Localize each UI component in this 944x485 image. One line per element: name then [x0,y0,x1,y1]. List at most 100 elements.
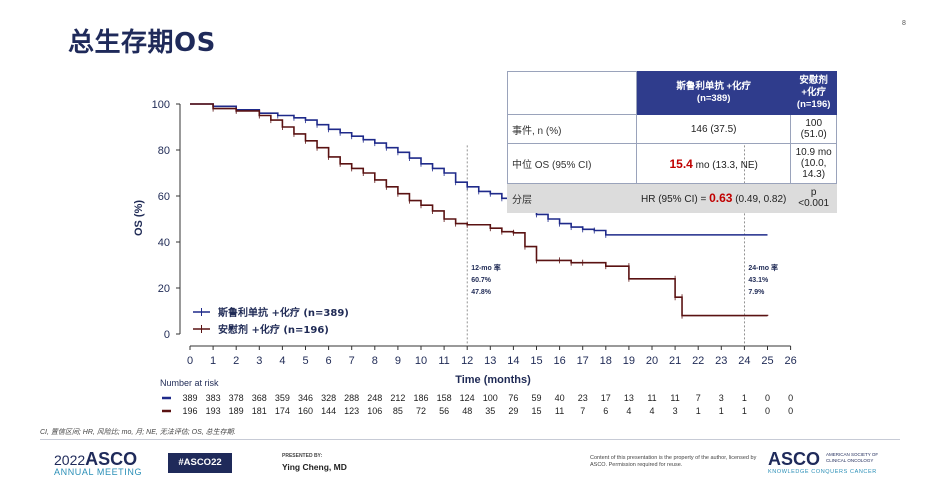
risk-value: 7 [696,393,701,403]
risk-value: 4 [649,406,654,416]
risk-value: 1 [742,393,747,403]
risk-value: 15 [531,406,541,416]
risk-value: 11 [670,393,679,403]
annotation-text: 47.8% [471,289,492,296]
risk-value: 328 [321,393,336,403]
risk-value: 193 [206,406,221,416]
hashtag-badge: #ASCO22 [168,453,232,473]
risk-value: 3 [673,406,678,416]
risk-value: 100 [483,393,498,403]
risk-table-title: Number at risk [160,378,219,388]
risk-value: 189 [229,406,244,416]
x-tick-label: 5 [302,355,308,367]
annotation-text: 12-mo 率 [471,263,501,272]
risk-value: 0 [765,406,770,416]
median-arm1: 15.4 mo (13.3, NE) [635,143,792,184]
events-arm2: 100 (51.0) [790,114,837,144]
x-tick-label: 22 [692,355,704,367]
risk-value: 196 [182,406,197,416]
annotation-text: 43.1% [748,277,769,284]
risk-value: 144 [321,406,336,416]
stats-events-row: 事件, n (%) 146 (37.5) 100 (51.0) [507,114,837,144]
risk-value: 359 [275,393,290,403]
risk-value: 0 [788,406,793,416]
hr-value: 0.63 [709,191,733,205]
hr-ci: (0.49, 0.82) [732,194,787,205]
y-axis-title: OS (%) [133,200,145,236]
risk-value: 106 [367,406,382,416]
risk-value: 368 [252,393,267,403]
annotation-text: 60.7% [471,277,492,284]
y-tick-label: 0 [164,329,170,341]
arm1-name: 斯鲁利单抗 +化疗 [676,81,752,92]
copyright-notice: Content of this presentation is the prop… [590,455,757,468]
x-tick-label: 4 [279,355,285,367]
risk-value: 378 [229,393,244,403]
x-tick-label: 7 [349,355,355,367]
annotation-text: 24-mo 率 [748,263,778,272]
median-arm1-value: 15.4 [669,156,693,171]
risk-value: 59 [531,393,541,403]
arm1-n: (n=389) [696,93,731,104]
y-tick-label: 100 [152,99,170,111]
risk-value: 1 [696,406,701,416]
x-tick-label: 13 [484,355,496,367]
stats-header-arm2: 安慰剂 +化疗 (n=196) [790,71,837,115]
arm2-name: 安慰剂 +化疗 [799,75,828,98]
annotation-text: 7.9% [748,289,765,296]
x-tick-label: 11 [438,355,449,367]
x-tick-label: 3 [256,355,262,367]
y-tick-label: 80 [158,145,170,157]
meeting-year: 2022 [54,452,86,468]
risk-value: 181 [252,406,267,416]
risk-value: 13 [624,393,634,403]
risk-value: 1 [742,406,747,416]
risk-value: 389 [182,393,197,403]
risk-value: 72 [416,406,426,416]
x-tick-label: 24 [738,355,750,367]
x-tick-label: 17 [577,355,589,367]
risk-value: 174 [275,406,290,416]
stats-strat-row: 分层 HR (95% CI) = 0.63 (0.49, 0.82) p <0.… [507,183,837,213]
p-value: p <0.001 [790,183,837,213]
arm2-n: (n=196) [796,99,831,110]
x-axis-title: Time (months) [455,374,531,386]
risk-value: 288 [344,393,359,403]
hr-prefix: HR (95% CI) = [641,194,710,205]
risk-value: 186 [413,393,428,403]
stats-table: 斯鲁利单抗 +化疗 (n=389) 安慰剂 +化疗 (n=196) 事件, n (%… [507,71,837,213]
x-tick-label: 19 [623,355,635,367]
stats-header-blank [507,71,637,115]
x-tick-label: 23 [715,355,727,367]
stats-header-row: 斯鲁利单抗 +化疗 (n=389) 安慰剂 +化疗 (n=196) [507,71,837,115]
footer-divider [40,439,900,440]
y-tick-label: 40 [158,237,170,249]
risk-value: 76 [508,393,518,403]
risk-value: 123 [344,406,359,416]
risk-value: 4 [626,406,631,416]
risk-value: 17 [601,393,611,403]
risk-value: 11 [647,393,656,403]
x-tick-label: 0 [187,355,193,367]
x-tick-label: 18 [600,355,612,367]
abbreviations-note: CI, 置信区间; HR, 风险比; mo, 月; NE, 无法评估; OS, … [40,429,236,436]
risk-value: 0 [765,393,770,403]
events-label: 事件, n (%) [507,114,637,144]
median-arm2: 10.9 mo (10.0, 14.3) [790,143,837,184]
risk-value: 0 [788,393,793,403]
presenter-name: Ying Cheng, MD [282,462,347,472]
risk-value: 23 [578,393,588,403]
page-number: 8 [902,20,906,27]
risk-value: 85 [393,406,403,416]
slide-title: 总生存期OS [68,28,216,58]
risk-value: 383 [206,393,221,403]
events-arm1: 146 (37.5) [635,114,792,144]
risk-value: 29 [508,406,518,416]
risk-value: 124 [460,393,475,403]
risk-value: 11 [555,406,564,416]
risk-value: 6 [603,406,608,416]
x-tick-label: 20 [646,355,658,367]
legend-label-1: 安慰剂 +化疗 (n=196) [218,323,329,336]
strat-label: 分层 [507,183,637,213]
